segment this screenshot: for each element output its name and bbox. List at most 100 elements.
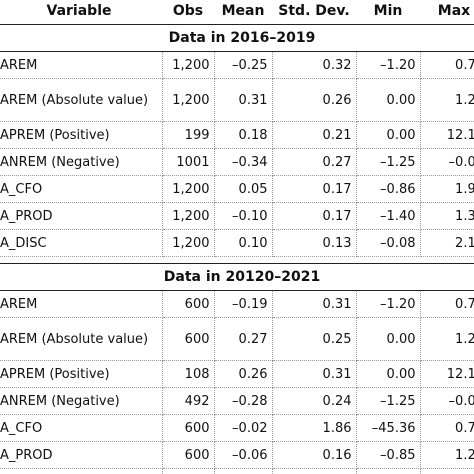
value-cell: 0.26 [272,79,356,122]
variable-name-cell: A_CFO [0,176,162,203]
value-cell: 1,200 [162,52,214,79]
value-cell: 1.25 [420,79,474,122]
value-cell: 0.27 [214,318,272,361]
value-cell: 0.27 [272,149,356,176]
value-cell: 1.25 [420,469,474,474]
value-cell: 0.18 [214,122,272,149]
value-cell: –0.28 [214,388,272,415]
value-cell: 0.00 [356,318,420,361]
value-cell: 0.05 [214,176,272,203]
value-cell: –1.25 [356,388,420,415]
variable-name-cell: A_PROD [0,442,162,469]
column-header: Std. Dev. [272,0,356,25]
value-cell: 0.78 [420,52,474,79]
value-cell: 0.24 [272,388,356,415]
table-row: ANREM (Negative)1001–0.340.27–1.25–0.01 [0,149,474,176]
value-cell: –0.86 [356,176,420,203]
value-cell: 600 [162,291,214,318]
value-cell: –0.25 [214,52,272,79]
value-cell: –45.36 [356,415,420,442]
value-cell: 1.95 [420,176,474,203]
value-cell: 600 [162,442,214,469]
value-cell: 0.17 [272,176,356,203]
value-cell: 0.31 [272,361,356,388]
variable-name-cell: AREM (Absolute value) [0,79,162,122]
panel-title: Data in 2016–2019 [0,25,474,52]
value-cell: –1.40 [356,203,420,230]
value-cell: 1001 [162,149,214,176]
value-cell: 0.31 [214,79,272,122]
value-cell: 0.73 [420,415,474,442]
value-cell: 0.17 [272,203,356,230]
value-cell: 1.39 [420,203,474,230]
value-cell: –0.19 [356,469,420,474]
value-cell: 1,200 [162,79,214,122]
value-cell: –0.06 [214,442,272,469]
value-cell: 0.78 [420,291,474,318]
value-cell: 108 [162,361,214,388]
variable-name-cell: A_DISC [0,230,162,257]
value-cell: 1.25 [420,318,474,361]
panel-spacer [0,257,474,264]
variable-name-cell: AREM [0,52,162,79]
value-cell: 600 [162,415,214,442]
value-cell: 0.25 [272,318,356,361]
value-cell: –0.34 [214,149,272,176]
value-cell: –0.08 [356,230,420,257]
table-row: A_DISC6000.070.09–0.191.25 [0,469,474,474]
value-cell: 0.10 [214,230,272,257]
column-header: Max [420,0,474,25]
variable-name-cell: APREM (Positive) [0,122,162,149]
variable-name-cell: ANREM (Negative) [0,149,162,176]
header-row: Variable Obs Mean Std. Dev. Min Max [0,0,474,25]
value-cell: –0.10 [214,203,272,230]
variable-name-cell: AREM [0,291,162,318]
variable-name-cell: A_DISC [0,469,162,474]
column-header: Mean [214,0,272,25]
value-cell: 199 [162,122,214,149]
panel-title: Data in 20120–2021 [0,264,474,291]
value-cell: –1.20 [356,52,420,79]
value-cell: 0.21 [272,122,356,149]
value-cell: –0.02 [214,415,272,442]
panel-title-row: Data in 2016–2019 [0,25,474,52]
value-cell: 600 [162,318,214,361]
value-cell: 0.13 [272,230,356,257]
value-cell: 0.26 [214,361,272,388]
value-cell: 0.00 [356,79,420,122]
value-cell: 1.26 [420,442,474,469]
value-cell: 1,200 [162,203,214,230]
value-cell: –0.19 [214,291,272,318]
value-cell: –0.01 [420,149,474,176]
panel-spacer-cell [0,257,474,264]
value-cell: 600 [162,469,214,474]
column-header: Variable [0,0,162,25]
value-cell: –0.85 [356,442,420,469]
variable-name-cell: AREM (Absolute value) [0,318,162,361]
value-cell: 2.10 [420,230,474,257]
value-cell: 0.00 [356,361,420,388]
value-cell: 1.86 [272,415,356,442]
variable-name-cell: A_PROD [0,203,162,230]
column-header: Obs [162,0,214,25]
table-row: ANREM (Negative)492–0.280.24–1.25–0.01 [0,388,474,415]
value-cell: 0.32 [272,52,356,79]
value-cell: 492 [162,388,214,415]
value-cell: 0.09 [272,469,356,474]
column-header: Min [356,0,420,25]
panel-title-row: Data in 20120–2021 [0,264,474,291]
table-row: AREM (Absolute value) 1,200 0.31 0.26 0.00 1.… [0,79,474,122]
value-cell: 0.31 [272,291,356,318]
value-cell: –0.01 [420,388,474,415]
